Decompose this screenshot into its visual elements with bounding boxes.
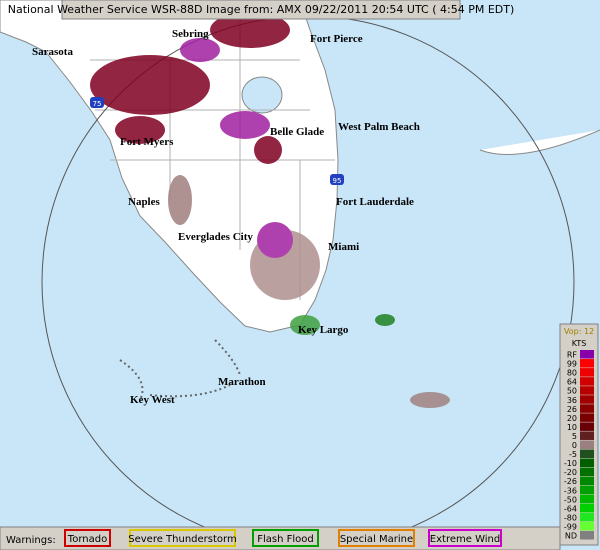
legend-swatch	[580, 485, 594, 495]
city-label: Sarasota	[32, 46, 73, 58]
legend-swatch	[580, 395, 594, 404]
city-label: Belle Glade	[270, 126, 324, 138]
legend-label: 80	[567, 369, 577, 378]
warning-label: Extreme Wind	[430, 534, 500, 545]
keys	[119, 339, 241, 401]
legend-swatch	[580, 503, 594, 513]
legend-label: 0	[572, 441, 577, 450]
legend-label: 36	[567, 396, 577, 405]
legend-swatch	[580, 368, 594, 377]
city-label: West Palm Beach	[338, 121, 420, 133]
legend-label: -20	[564, 468, 577, 477]
legend-label: RF	[567, 351, 578, 360]
city-label: Sebring	[172, 28, 209, 40]
city-label: Marathon	[218, 376, 266, 388]
header-text: National Weather Service WSR-88D Image f…	[8, 3, 515, 16]
city-label: Fort Lauderdale	[336, 196, 414, 208]
warning-type	[338, 529, 415, 547]
legend-swatch	[580, 494, 594, 504]
warning-label: Special Marine	[340, 534, 413, 545]
legend-swatch	[580, 458, 594, 468]
velocity-legend: Vop: 12KTSRF998064503626201050-5-10-20-2…	[559, 323, 599, 546]
legend-label: -50	[564, 495, 577, 504]
legend-label: -99	[564, 522, 577, 531]
legend-label: 50	[567, 387, 577, 396]
legend-label: 5	[572, 432, 577, 441]
city-label: Key West	[130, 394, 175, 406]
legend-swatch	[580, 350, 594, 359]
warnings-bar: Warnings: Tornado Severe Thunderstorm Flash…	[0, 526, 561, 550]
legend-label: -36	[564, 486, 577, 495]
highway-shield	[90, 97, 104, 108]
city-label: Naples	[128, 196, 161, 208]
legend-label: 64	[567, 378, 577, 387]
radar-echoes	[90, 12, 450, 408]
highway-number: 95	[333, 177, 342, 185]
legend-label: -10	[564, 459, 577, 468]
legend-swatch	[580, 512, 594, 522]
warning-label: Flash Flood	[257, 534, 314, 545]
legend-label: 20	[567, 414, 577, 423]
warning-type	[428, 529, 502, 547]
city-label: Fort Pierce	[310, 33, 363, 45]
legend-label: -26	[564, 477, 577, 486]
legend-label: 99	[567, 360, 577, 369]
legend-swatch	[580, 386, 594, 395]
warning-type	[129, 529, 236, 547]
highway-number: 75	[93, 100, 102, 108]
legend-unit: KTS	[572, 339, 587, 348]
legend-label: -5	[569, 450, 577, 459]
legend-swatch	[580, 449, 594, 459]
legend-swatch	[580, 476, 594, 486]
warning-type	[64, 529, 111, 547]
legend-swatch	[580, 413, 594, 422]
legend-swatch	[580, 404, 594, 413]
bahamas	[479, 129, 600, 155]
header-bar	[61, 0, 461, 20]
legend-swatch	[580, 521, 594, 531]
warning-label: Severe Thunderstorm	[128, 534, 236, 545]
lake-okeechobee	[241, 76, 283, 114]
legend-swatch	[580, 422, 594, 431]
city-label: Key Largo	[298, 324, 349, 336]
legend-swatch	[580, 440, 594, 450]
legend-label: ND	[565, 532, 577, 541]
legend-swatch	[580, 530, 594, 540]
legend-swatch	[580, 431, 594, 440]
legend-label: 10	[567, 423, 577, 432]
city-label: Miami	[328, 241, 359, 253]
legend-title: Vop: 12	[564, 327, 594, 336]
highway-shield	[330, 174, 344, 185]
warning-label: Tornado	[67, 534, 107, 545]
warnings-label: Warnings:	[6, 535, 56, 546]
city-labels: Sarasota Sebring Fort Pierce Fort Myers Bell…	[32, 28, 420, 406]
legend-swatch	[580, 377, 594, 386]
city-label: Fort Myers	[120, 136, 174, 148]
legend-swatch	[580, 359, 594, 368]
city-label: Everglades City	[178, 231, 253, 243]
legend-swatch	[580, 467, 594, 477]
legend-label: -64	[564, 504, 577, 513]
legend-label: 26	[567, 405, 577, 414]
warning-type	[252, 529, 319, 547]
legend-label: -80	[564, 513, 577, 522]
